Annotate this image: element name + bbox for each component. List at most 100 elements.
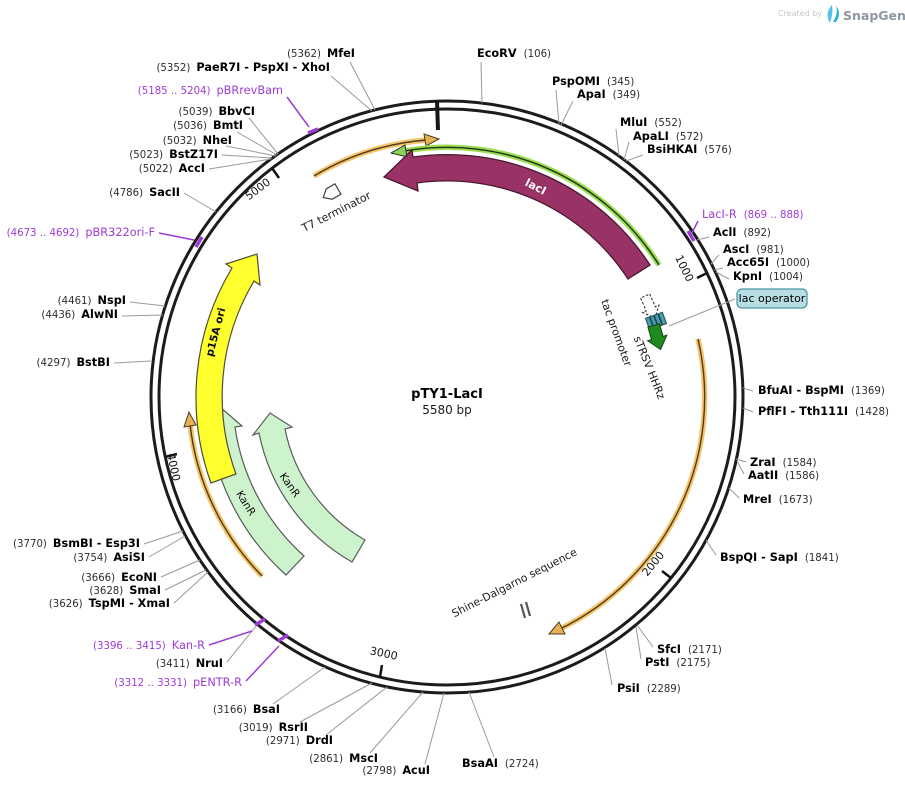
tick-label-1000: 1000 [672, 253, 696, 284]
site-label[interactable]: Acc65I (1000) [727, 256, 810, 269]
site-label[interactable]: (5362) MfeI [287, 47, 355, 60]
site-label[interactable]: PstI (2175) [645, 656, 710, 669]
site-label[interactable]: (3666) EcoNI [81, 571, 157, 584]
leader-line [736, 460, 745, 475]
site-label[interactable]: ZraI (1584) [750, 456, 816, 469]
tick-label-3000: 3000 [369, 644, 399, 663]
site-label[interactable]: PsiI (2289) [617, 682, 681, 695]
orf-arc-top-arrowhead [423, 133, 441, 147]
inner-ring [157, 107, 737, 687]
leader-line [713, 267, 724, 271]
laci-arrow[interactable] [382, 148, 651, 280]
site-label[interactable]: BfuAI - BspMI (1369) [758, 384, 885, 397]
site-label[interactable]: (4461) NspI [58, 294, 126, 307]
orf-arc-right-arrowhead [547, 621, 566, 635]
lac-operator-box[interactable] [736, 288, 808, 309]
site-label[interactable]: (4436) AlwNI [41, 308, 118, 321]
site-label[interactable]: (2798) AcuI [362, 764, 430, 777]
site-label[interactable]: AclI (892) [713, 226, 771, 239]
credit: Created by SnapGene [778, 5, 905, 23]
leader-line [248, 117, 279, 155]
leader-line [225, 145, 277, 157]
site-label[interactable]: BsaAI (2724) [462, 757, 539, 770]
site-label[interactable]: (3411) NruI [156, 657, 223, 670]
primer-marks [158, 96, 699, 682]
site-label[interactable]: (4786) SacII [109, 186, 180, 199]
site-label[interactable]: ApaI (349) [577, 88, 640, 101]
site-label[interactable]: (3626) TspMI - XmaI [49, 597, 170, 610]
site-label[interactable]: EcoRV (106) [477, 47, 551, 60]
site-label[interactable]: (2861) MscI [309, 752, 378, 765]
shine-dalgarno-tick [519, 603, 527, 619]
tac-promoter-arrow[interactable] [637, 292, 663, 321]
credit-prefix: Created by [778, 9, 822, 18]
site-label[interactable]: (3770) BsmBI - Esp3I [13, 537, 140, 550]
primer-leader [158, 232, 195, 241]
leader-line [668, 298, 736, 327]
site-label[interactable]: KpnI (1004) [733, 270, 803, 283]
primer-tick[interactable] [277, 633, 289, 643]
primer-tick[interactable] [686, 230, 696, 242]
site-label[interactable]: (3019) RsrII [239, 721, 308, 734]
site-label[interactable]: SfcI (2171) [657, 643, 722, 656]
leader-line [480, 61, 483, 104]
primer-label[interactable]: (4673 .. 4692) pBR322ori-F [7, 226, 155, 239]
site-label[interactable]: MluI (552) [620, 116, 682, 129]
leader-line [221, 154, 273, 159]
site-label[interactable]: ApaLI (572) [633, 130, 703, 143]
site-label[interactable]: (4297) BstBI [37, 356, 110, 369]
leader-line [615, 128, 620, 157]
primer-label[interactable]: (3312 .. 3331) pENTR-R [114, 676, 242, 689]
site-label[interactable]: (3166) BsaI [213, 703, 280, 716]
strsv-hhrz-arrow[interactable] [644, 323, 670, 353]
primer-leader [245, 645, 280, 682]
leader-line [164, 569, 207, 591]
orf-arc-left-arrowhead [183, 410, 197, 428]
site-label[interactable]: (5352) PaeR7I - PspXI - XhoI [156, 61, 330, 74]
primer-label[interactable]: (3396 .. 3415) Kan-R [93, 639, 205, 652]
leader-line [424, 692, 445, 765]
site-label[interactable]: (5039) BbvCI [179, 105, 255, 118]
site-label[interactable]: BspQI - SapI (1841) [720, 551, 839, 564]
lac-operator-callout[interactable]: lac operator [736, 288, 808, 309]
leader-line [623, 141, 630, 161]
leader-line [160, 559, 201, 578]
leader-line [625, 154, 644, 162]
kanr-inner-arrow[interactable] [251, 412, 366, 563]
leader-line [715, 271, 730, 280]
leader-line [272, 666, 326, 705]
primer-label[interactable]: LacI-R (869 .. 888) [702, 208, 804, 221]
site-label[interactable]: (5032) NheI [163, 134, 232, 147]
site-label[interactable]: (3754) AsiSI [73, 551, 145, 564]
p15a-ori-arrow[interactable] [195, 253, 261, 484]
leader-line [183, 192, 217, 213]
leader-line [735, 458, 747, 463]
site-label[interactable]: PflFI - Tth111I (1428) [758, 405, 889, 418]
primer-tick[interactable] [194, 236, 204, 248]
site-label[interactable]: PspOMI (345) [552, 75, 634, 88]
orf-arcs [183, 133, 708, 635]
tick-1000 [696, 271, 708, 280]
tick-5000 [270, 167, 281, 179]
site-label[interactable]: (5023) BstZ17I [129, 148, 218, 161]
primer-tick[interactable] [307, 127, 319, 135]
tick-3000 [378, 664, 384, 678]
site-label[interactable]: (5022) AccI [139, 162, 205, 175]
site-label[interactable]: (3628) SmaI [89, 584, 161, 597]
site-label[interactable]: AatII (1586) [748, 469, 819, 482]
tick-4000 [164, 452, 178, 459]
orf-arc-right [558, 338, 708, 632]
leader-line [129, 301, 166, 307]
site-label[interactable]: (2971) DrdI [266, 734, 333, 747]
site-label[interactable]: MreI (1673) [743, 493, 813, 506]
t7-terminator-arrow[interactable] [320, 182, 342, 203]
orf-arc-laci-arrowhead [389, 144, 408, 158]
primer-label[interactable]: (5185 .. 5204) pBRrevBam [138, 84, 283, 97]
shine-dalgarno-label: Shine-Dalgarno sequence [450, 545, 580, 620]
site-label[interactable]: BsiHKAI (576) [647, 143, 732, 156]
site-label[interactable]: (5036) BmtI [173, 119, 243, 132]
leader-line [728, 487, 740, 499]
primer-tick[interactable] [254, 617, 266, 627]
site-label[interactable]: AscI (981) [723, 243, 784, 256]
